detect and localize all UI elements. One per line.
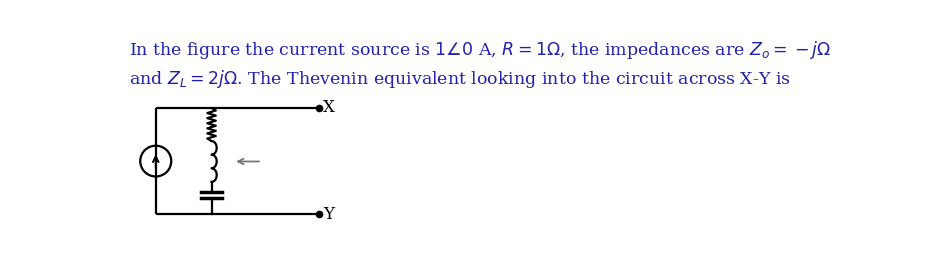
Text: In the figure the current source is $1\angle 0$ A, $R = 1\Omega$, the impedances: In the figure the current source is $1\a… <box>128 39 831 61</box>
Text: Y: Y <box>323 206 334 223</box>
Text: and $Z_L = 2j\Omega$. The Thevenin equivalent looking into the circuit across X-: and $Z_L = 2j\Omega$. The Thevenin equiv… <box>128 68 790 90</box>
Text: X: X <box>323 100 335 116</box>
